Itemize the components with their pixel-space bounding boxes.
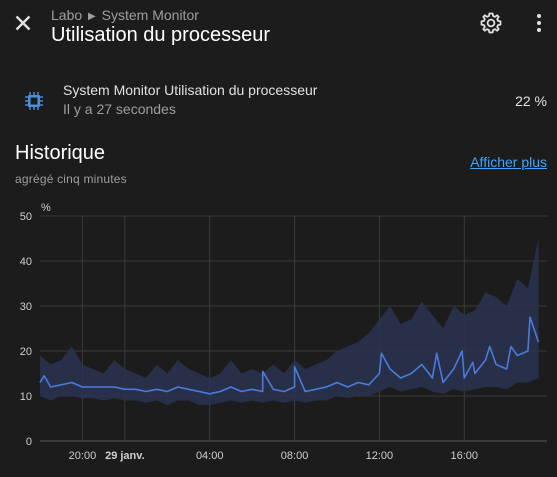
entity-state-value: 22 % bbox=[515, 93, 547, 109]
x-tick-label: 29 janv. bbox=[105, 450, 145, 462]
x-tick-label: 16:00 bbox=[451, 450, 479, 462]
history-heading: Historique bbox=[15, 142, 106, 164]
x-tick-label: 12:00 bbox=[366, 450, 394, 462]
y-tick-label: 30 bbox=[20, 301, 32, 313]
y-tick-label: 50 bbox=[20, 211, 32, 223]
entity-row[interactable]: System Monitor Utilisation du processeur… bbox=[0, 75, 557, 125]
page-title: Utilisation du processeur bbox=[51, 24, 270, 46]
more-vert-icon bbox=[537, 14, 541, 32]
mean-series-line bbox=[39, 316, 540, 395]
header-bar: Labo ▶ System Monitor Utilisation du pro… bbox=[0, 0, 557, 56]
history-chart[interactable]: 0 10 20 30 40 50 20:00 29 janv. 04:00 08:00 12:00 1… bbox=[0, 196, 557, 477]
breadcrumb-area: Labo bbox=[51, 7, 83, 23]
show-more-link[interactable]: Afficher plus bbox=[470, 154, 547, 170]
gear-icon bbox=[480, 12, 502, 34]
y-tick-label: 0 bbox=[26, 436, 32, 448]
x-tick-label: 08:00 bbox=[281, 450, 309, 462]
history-aggregation-label: agrégé cinq minutes bbox=[15, 172, 127, 186]
entity-name: System Monitor Utilisation du processeur bbox=[63, 82, 318, 98]
settings-button[interactable] bbox=[479, 11, 503, 35]
breadcrumb-separator-icon: ▶ bbox=[88, 11, 96, 22]
y-tick-label: 20 bbox=[20, 346, 32, 358]
x-tick-label: 04:00 bbox=[196, 450, 224, 462]
history-chart-svg: 0 10 20 30 40 50 20:00 29 janv. 04:00 08:00 12:00 1… bbox=[20, 202, 547, 462]
more-options-button[interactable] bbox=[528, 11, 550, 35]
entity-last-changed: Il y a 27 secondes bbox=[63, 101, 176, 117]
min-max-band bbox=[40, 238, 539, 405]
close-icon bbox=[15, 15, 31, 31]
breadcrumb: Labo ▶ System Monitor bbox=[51, 7, 199, 23]
y-tick-label: 40 bbox=[20, 256, 32, 268]
cpu-chip-icon bbox=[25, 92, 43, 110]
y-tick-label: 10 bbox=[20, 391, 32, 403]
close-button[interactable] bbox=[10, 10, 36, 36]
breadcrumb-device: System Monitor bbox=[101, 7, 199, 23]
y-axis-unit-label: % bbox=[41, 202, 51, 214]
x-tick-label: 20:00 bbox=[69, 450, 97, 462]
